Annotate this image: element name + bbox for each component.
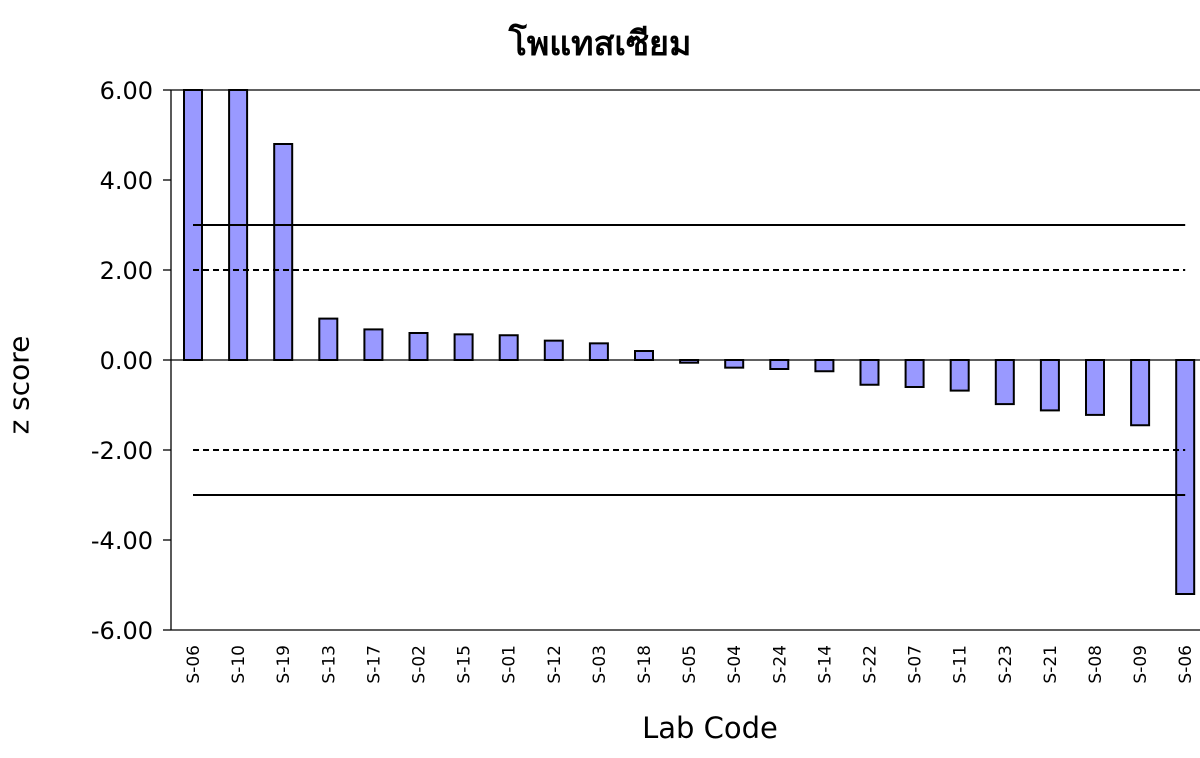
- bar: [453, 333, 474, 362]
- y-tick-label: 4.00: [100, 167, 153, 195]
- x-tick-label: S-17: [364, 645, 384, 684]
- x-tick-label: S-18: [635, 645, 655, 684]
- bar: [724, 359, 745, 369]
- y-tick-label: -2.00: [91, 437, 153, 465]
- bar: [1085, 359, 1105, 416]
- bar: [543, 339, 564, 361]
- bar: [363, 328, 384, 361]
- bar: [994, 359, 1015, 406]
- chart-title: โพแทสเซียม: [508, 24, 692, 64]
- x-tick-label: S-24: [770, 645, 790, 684]
- x-tick-label: S-21: [1041, 645, 1061, 684]
- x-tick-label: S-15: [455, 645, 475, 684]
- bar: [1130, 359, 1151, 427]
- x-tick-label: S-10: [229, 645, 249, 684]
- x-tick-label: S-22: [861, 645, 881, 684]
- y-tick-label: 2.00: [100, 257, 153, 285]
- y-tick-label: 0.00: [100, 347, 153, 375]
- y-tick-label: -6.00: [91, 617, 153, 645]
- x-tick-label: S-23: [996, 645, 1016, 684]
- x-tick-label: S-04: [725, 645, 745, 684]
- x-tick-label: S-14: [815, 645, 835, 684]
- x-tick-label: S-08: [1086, 645, 1106, 684]
- x-tick-label: S-01: [500, 645, 520, 684]
- bar: [859, 359, 880, 386]
- x-tick-label: S-09: [1131, 645, 1151, 684]
- bar: [1039, 359, 1060, 412]
- bar: [273, 143, 294, 361]
- bar: [949, 359, 970, 392]
- x-tick-label: S-19: [274, 645, 294, 684]
- bar: [498, 334, 519, 361]
- x-tick-label: S-03: [590, 645, 610, 684]
- y-tick-label: -4.00: [91, 527, 153, 555]
- bar: [408, 332, 429, 361]
- x-tick-label: S-07: [906, 645, 926, 684]
- x-tick-label: S-06: [1176, 645, 1196, 684]
- bar: [588, 342, 609, 362]
- x-tick-label: S-13: [319, 645, 339, 684]
- bar: [814, 359, 835, 373]
- x-tick-label: S-06: [184, 645, 204, 684]
- x-axis-label: Lab Code: [642, 711, 778, 745]
- bar: [318, 317, 339, 362]
- bar: [634, 350, 654, 361]
- bar: [769, 359, 790, 370]
- y-tick-label: 6.00: [100, 77, 153, 105]
- x-tick-label: S-11: [951, 645, 971, 684]
- bar: [1175, 359, 1196, 595]
- bar: [904, 359, 925, 388]
- x-tick-label: S-12: [545, 645, 565, 684]
- x-tick-label: S-02: [410, 645, 430, 684]
- bar: [679, 359, 700, 364]
- x-tick-label: S-05: [680, 645, 700, 684]
